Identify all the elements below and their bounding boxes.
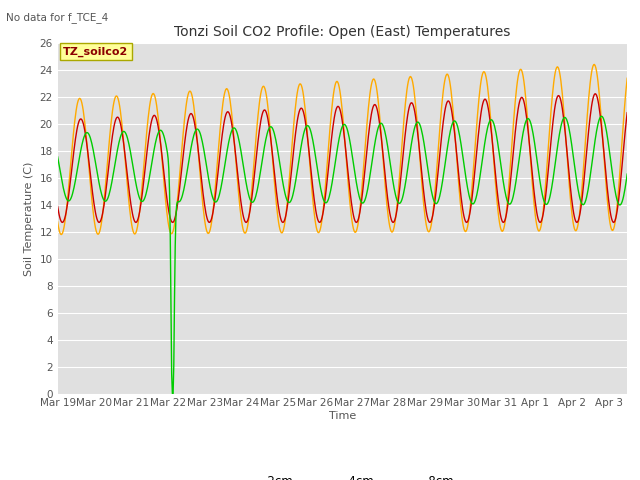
Text: No data for f_TCE_4: No data for f_TCE_4 (6, 12, 109, 23)
Text: TZ_soilco2: TZ_soilco2 (63, 47, 129, 57)
X-axis label: Time: Time (329, 411, 356, 421)
Y-axis label: Soil Temperature (C): Soil Temperature (C) (24, 161, 34, 276)
Legend: -2cm, -4cm, -8cm: -2cm, -4cm, -8cm (226, 470, 459, 480)
Title: Tonzi Soil CO2 Profile: Open (East) Temperatures: Tonzi Soil CO2 Profile: Open (East) Temp… (174, 25, 511, 39)
